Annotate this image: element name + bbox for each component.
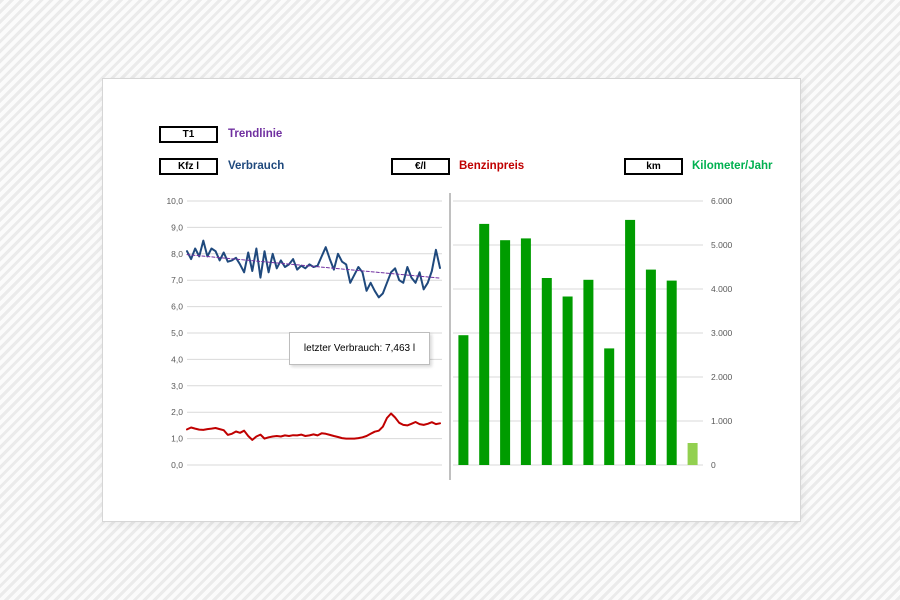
trendline-toggle-button[interactable]: T1 (159, 126, 218, 143)
bar-chart-ytick: 5.000 (711, 240, 733, 250)
line-chart-ytick: 8,0 (171, 249, 183, 259)
bar-kilometer-year (520, 238, 531, 465)
bar-kilometer-year (645, 269, 656, 465)
fuel-price-label: Benzinpreis (459, 160, 525, 172)
series-verbrauch (186, 239, 441, 299)
kilometers-bar-chart: 0 1.000 2.000 3.000 4.000 5.000 6.000 (441, 193, 763, 485)
bar-chart-ytick: 3.000 (711, 328, 733, 338)
line-chart-canvas: 0,0 1,0 2,0 3,0 4,0 5,0 6,0 7,0 8,0 9,0 10,0 (166, 196, 442, 470)
line-chart-ytick: 7,0 (171, 275, 183, 285)
bar-chart-ytick: 2.000 (711, 372, 733, 382)
bar-kilometer-year (500, 240, 511, 465)
line-chart-ytick: 10,0 (166, 196, 183, 206)
bar-kilometer-year (541, 278, 552, 465)
bar-kilometer-year (666, 280, 677, 465)
fuel-price-toggle-button[interactable]: €/l (391, 158, 450, 175)
bar-kilometer-year (687, 443, 698, 465)
bar-kilometer-year (479, 223, 490, 465)
bar-kilometer-year (625, 219, 636, 465)
bar-chart-ytick: 1.000 (711, 416, 733, 426)
line-chart-ytick: 2,0 (171, 407, 183, 417)
line-chart-ytick: 9,0 (171, 222, 183, 232)
consumption-toggle-button[interactable]: Kfz l (159, 158, 218, 175)
line-chart-ytick: 0,0 (171, 460, 183, 470)
bar-kilometer-year (583, 279, 594, 465)
bar-kilometer-year (458, 335, 469, 465)
line-chart-ytick: 6,0 (171, 302, 183, 312)
bar-chart-ytick: 4.000 (711, 284, 733, 294)
dashboard-panel: T1 Trendlinie Kfz l Verbrauch €/l Benzin… (102, 78, 801, 522)
line-chart-ytick: 5,0 (171, 328, 183, 338)
trendline-label: Trendlinie (228, 128, 283, 140)
bar-chart-ytick: 0 (711, 460, 716, 470)
kilometers-toggle-button[interactable]: km (624, 158, 683, 175)
series-benzinpreis (186, 412, 441, 441)
bar-kilometer-year (562, 296, 573, 465)
line-chart-ytick: 1,0 (171, 434, 183, 444)
kilometers-label: Kilometer/Jahr (692, 160, 773, 172)
line-chart-ytick: 4,0 (171, 354, 183, 364)
last-consumption-tooltip: letzter Verbrauch: 7,463 l (289, 332, 430, 365)
series-trendlinie (186, 254, 441, 279)
line-chart-ytick: 3,0 (171, 381, 183, 391)
bar-chart-ytick: 6.000 (711, 196, 733, 206)
bar-kilometer-year (604, 348, 615, 465)
consumption-label: Verbrauch (228, 160, 285, 172)
bar-chart-canvas: 0 1.000 2.000 3.000 4.000 5.000 6.000 (449, 193, 733, 480)
consumption-price-line-chart: 0,0 1,0 2,0 3,0 4,0 5,0 6,0 7,0 8,0 9,0 10,0 (159, 193, 451, 485)
